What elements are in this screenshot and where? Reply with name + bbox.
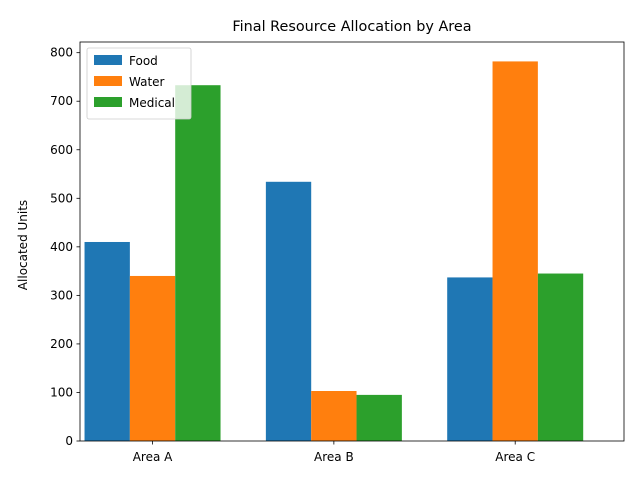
- legend-swatch-water: [94, 76, 122, 86]
- bar-water-area-c: [492, 61, 538, 442]
- legend-swatch-food: [94, 55, 122, 65]
- y-tick-label: 600: [50, 143, 73, 157]
- bar-food-area-c: [447, 277, 493, 441]
- bar-water-area-a: [129, 275, 176, 441]
- legend-label-medical: Medical: [129, 96, 175, 110]
- x-tick-label: Area A: [133, 450, 173, 464]
- plot-frame: [79, 41, 625, 442]
- bar-food-area-b: [265, 181, 312, 441]
- bar-medical-area-b: [356, 394, 402, 441]
- chart-title: Final Resource Allocation by Area: [232, 19, 471, 35]
- x-tick-label: Area B: [314, 450, 354, 464]
- bar-medical-area-a: [175, 85, 221, 441]
- y-tick-label: 800: [50, 46, 73, 60]
- legend: Food Water Medical: [86, 47, 192, 120]
- y-tick-label: 0: [65, 434, 73, 448]
- bar-food-area-a: [84, 241, 130, 441]
- bar-water-area-b: [311, 391, 357, 441]
- legend-label-water: Water: [129, 75, 165, 89]
- legend-label-food: Food: [129, 54, 158, 68]
- y-tick-label: 300: [50, 288, 73, 302]
- y-axis-label: Allocated Units: [16, 200, 30, 290]
- legend-swatch-medical: [94, 97, 122, 107]
- y-tick-label: 700: [50, 94, 73, 108]
- y-axis: 0 100 200 300 400 500 600 700 800: [50, 46, 80, 448]
- bar-medical-area-c: [537, 273, 584, 441]
- y-tick-label: 200: [50, 337, 73, 351]
- x-tick-label: Area C: [495, 450, 535, 464]
- x-axis: Area A Area B Area C: [133, 441, 535, 464]
- y-tick-label: 100: [50, 385, 73, 399]
- y-tick-label: 400: [50, 240, 73, 254]
- y-tick-label: 500: [50, 191, 73, 205]
- plot-area: [79, 41, 625, 442]
